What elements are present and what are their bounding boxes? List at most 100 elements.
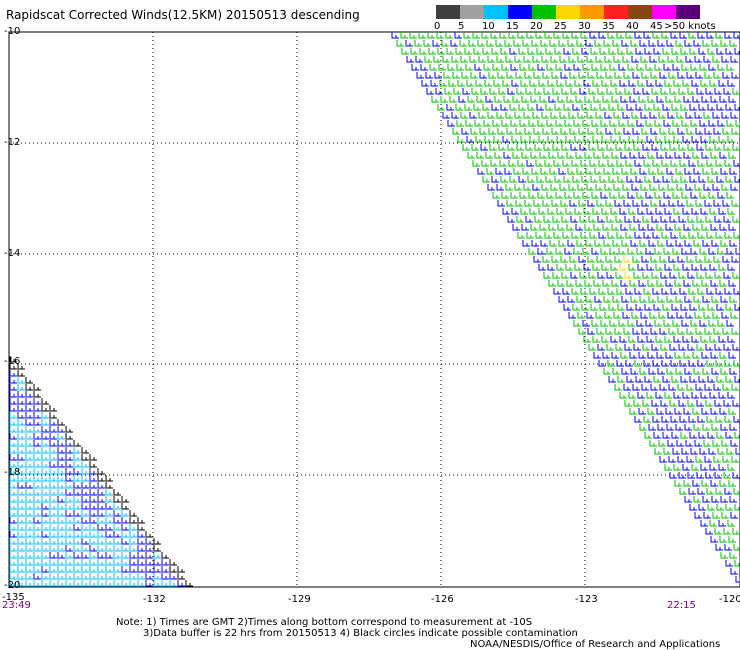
wind-barb [41,503,49,510]
wind-barb [712,312,720,319]
wind-barb [730,512,738,519]
wind-barb [81,447,89,454]
wind-barb [726,448,734,455]
wind-barb [588,272,596,279]
wind-barb [596,128,604,135]
wind-barb [641,256,649,263]
wind-barb [49,552,57,559]
wind-barb [722,200,730,207]
wind-barb [723,344,731,351]
wind-barb [522,240,530,247]
wind-barb [668,128,676,135]
wind-barb [73,475,81,482]
wind-barb [628,80,636,87]
wind-barb [638,152,646,159]
wind-barb [711,296,719,303]
wind-barb [488,72,496,79]
wind-barb [57,580,65,587]
wind-barb [645,248,653,255]
wind-barb [679,288,687,295]
wind-barb [57,440,65,447]
wind-barb [494,152,502,159]
wind-barb [733,232,740,239]
wind-barb [497,72,505,79]
wind-barb [435,88,443,95]
wind-barb [707,304,715,311]
wind-barb [25,447,33,454]
wind-barb [655,136,663,143]
wind-barb [97,545,105,552]
wind-barb [690,248,698,255]
wind-barb [482,104,490,111]
wind-barb [97,482,105,489]
wind-barb [647,152,655,159]
wind-barb [89,503,97,510]
wind-barb [587,200,595,207]
wind-barb [722,128,730,135]
wind-barb [557,224,565,231]
wind-barb [613,56,621,63]
wind-barb [57,468,65,475]
wind-barb [673,80,681,87]
wind-barb [515,200,523,207]
wind-barb [613,112,621,119]
wind-barb [97,510,105,517]
wind-barb [665,96,673,103]
wind-barb [621,40,629,47]
wind-barb [25,412,33,419]
wind-barb [519,64,527,71]
wind-barb [161,559,169,566]
wind-barb [711,424,719,431]
wind-barb [708,120,716,127]
wind-barb [587,128,595,135]
wind-barb [57,461,65,468]
wind-barb [620,224,628,231]
wind-barb [718,392,726,399]
wind-barb [685,184,693,191]
wind-barb [73,538,81,545]
wind-barb [714,400,722,407]
wind-barb [591,192,599,199]
wind-barb [637,208,645,215]
wind-barb [672,64,680,71]
wind-barb [105,531,113,538]
wind-barb [688,288,696,295]
wind-barb [728,352,736,359]
wind-barb [580,32,588,39]
wind-barb [652,232,660,239]
wind-barb [41,580,49,587]
wind-barb [591,320,599,327]
wind-barb [582,64,590,71]
wind-barb [17,510,25,517]
wind-barb [643,288,651,295]
wind-barb [699,248,707,255]
wind-barb [523,112,531,119]
wind-barb [33,552,41,559]
wind-barb [506,128,514,135]
wind-barb [653,48,661,55]
wind-barb [559,56,567,63]
wind-barb [671,432,679,439]
wind-barb [719,280,727,287]
wind-barb [714,88,722,95]
wind-barb [712,112,720,119]
wind-barb [25,391,33,398]
wind-barb [652,288,660,295]
wind-barb [601,80,609,87]
wind-barb [707,48,715,55]
wind-barb [623,200,631,207]
wind-barb [153,538,161,545]
wind-barb [145,545,153,552]
wind-barb [615,144,623,151]
wind-barb [635,48,643,55]
wind-barb [533,72,541,79]
wind-barb [485,96,493,103]
wind-barb [524,72,532,79]
wind-barb [705,400,713,407]
wind-barb [723,472,731,479]
wind-barb [651,216,659,223]
wind-barb [73,454,81,461]
wind-barb [720,296,728,303]
wind-barb [611,352,619,359]
wind-barb [65,440,73,447]
